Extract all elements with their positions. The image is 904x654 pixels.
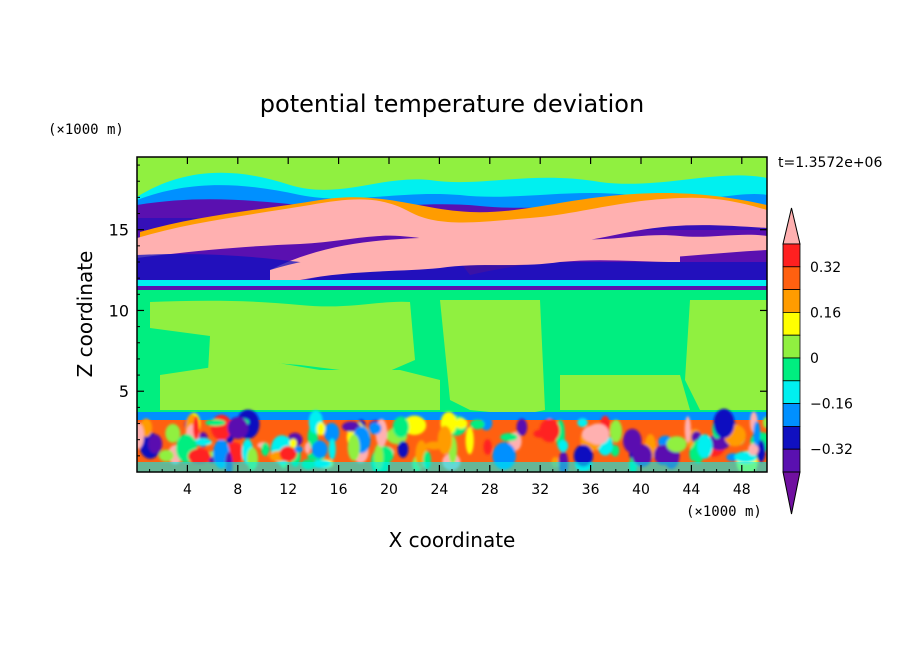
y-tick-label: 15 <box>109 221 129 240</box>
x-tick-label: 44 <box>682 482 700 498</box>
eddy-blob <box>581 425 606 443</box>
y-tick-label: 5 <box>119 382 129 401</box>
x-tick-label: 48 <box>733 482 751 498</box>
eddy-blob <box>304 442 311 454</box>
eddy-blob <box>311 440 328 459</box>
eddy-blob <box>148 434 163 454</box>
x-tick-label: 4 <box>183 482 192 498</box>
pink-band-upper <box>137 197 767 258</box>
eddy-blob <box>454 418 468 429</box>
colorbar-label: 0.32 <box>810 260 841 276</box>
eddy-blob <box>753 421 761 446</box>
y-tick-label: 10 <box>109 301 129 320</box>
eddy-blob <box>193 415 200 440</box>
y-axis: 5 10 15 <box>109 164 767 457</box>
eddy-blob <box>261 442 270 456</box>
colorbar-box <box>782 380 801 404</box>
eddy-blob <box>158 449 174 462</box>
colorbar-box <box>782 403 801 427</box>
x-tick-label: 16 <box>330 482 348 498</box>
colorbar-box <box>782 311 801 336</box>
x-tick-label: 24 <box>430 482 448 498</box>
x-tick-label: 28 <box>481 482 499 498</box>
colorbar-arrow-top <box>782 207 801 245</box>
y-axis-title: Z coordinate <box>73 251 97 378</box>
eddy-blob <box>470 419 485 430</box>
boundary-layer-eddies <box>137 408 767 472</box>
eddy-blob <box>483 439 492 455</box>
eddy-blob <box>347 434 360 461</box>
eddy-blob <box>577 418 588 428</box>
eddy-blob <box>713 408 735 439</box>
colorbar-box <box>782 266 801 290</box>
eddy-blob <box>192 438 212 446</box>
colorbar-box <box>782 289 801 313</box>
ground-cyan-strip <box>137 462 767 472</box>
x-axis: 4 8 12 16 20 24 28 32 36 40 44 48 <box>149 157 755 498</box>
x-tick-label: 32 <box>531 482 549 498</box>
eddy-blob <box>397 441 409 458</box>
eddy-blob <box>369 422 382 435</box>
eddy-blob <box>188 448 211 465</box>
colorbar-label: 0.16 <box>810 305 841 321</box>
eddy-blob <box>279 446 297 462</box>
eddy-blob <box>748 443 759 456</box>
x-tick-label: 40 <box>632 482 650 498</box>
eddy-blob <box>666 436 687 453</box>
x-axis-title: X coordinate <box>389 528 516 552</box>
eddy-blob <box>205 419 226 427</box>
x-tick-label: 8 <box>233 482 242 498</box>
colorbar-box <box>782 243 801 268</box>
chart-title: potential temperature deviation <box>260 90 644 118</box>
eddy-blob <box>465 426 474 455</box>
eddy-blob <box>558 439 569 452</box>
eddy-blob <box>165 423 181 443</box>
colorbar-arrow-bottom <box>782 471 801 515</box>
heatmap-field <box>137 157 767 472</box>
eddy-blob <box>227 416 249 439</box>
x-tick-label: 20 <box>380 482 398 498</box>
eddy-blob <box>289 438 297 448</box>
eddy-blob <box>573 444 594 468</box>
eddy-blob <box>609 419 623 443</box>
eddy-blob <box>294 446 304 453</box>
eddy-blob <box>328 438 336 460</box>
eddy-blob <box>756 439 766 463</box>
eddy-blob <box>392 416 410 438</box>
x-unit-label: (×1000 m) <box>686 504 762 520</box>
colorbar-label: 0 <box>810 351 819 367</box>
eddy-blob <box>437 425 453 455</box>
mid-light-green-patches <box>150 300 767 415</box>
eddy-blob <box>516 418 528 436</box>
eddy-blob <box>684 416 691 443</box>
eddy-blob <box>631 444 653 467</box>
time-label: t=1.3572e+06 <box>778 155 882 171</box>
colorbar-box <box>782 425 801 450</box>
eddy-blob <box>610 445 620 457</box>
eddy-blob <box>323 422 340 443</box>
x-tick-label: 12 <box>279 482 297 498</box>
x-tick-label: 36 <box>582 482 600 498</box>
eddy-blob <box>316 422 326 436</box>
colorbar-box <box>782 357 801 382</box>
colorbar-label: −0.32 <box>810 442 853 458</box>
eddy-blob <box>697 434 713 459</box>
y-unit-label: (×1000 m) <box>48 122 124 138</box>
eddy-blob <box>539 418 560 443</box>
colorbar-box <box>782 448 801 473</box>
eddy-blob <box>137 423 144 449</box>
colorbar-box <box>782 334 801 359</box>
colorbar: 0.32 0.16 0 −0.16 −0.32 <box>782 207 853 515</box>
eddy-blob <box>500 433 518 442</box>
colorbar-label: −0.16 <box>810 397 853 413</box>
tropopause-cyan <box>137 280 767 286</box>
eddy-blob <box>342 421 361 432</box>
eddy-blob <box>762 416 767 429</box>
eddy-blob <box>654 444 673 465</box>
pink-band-core <box>270 245 680 283</box>
